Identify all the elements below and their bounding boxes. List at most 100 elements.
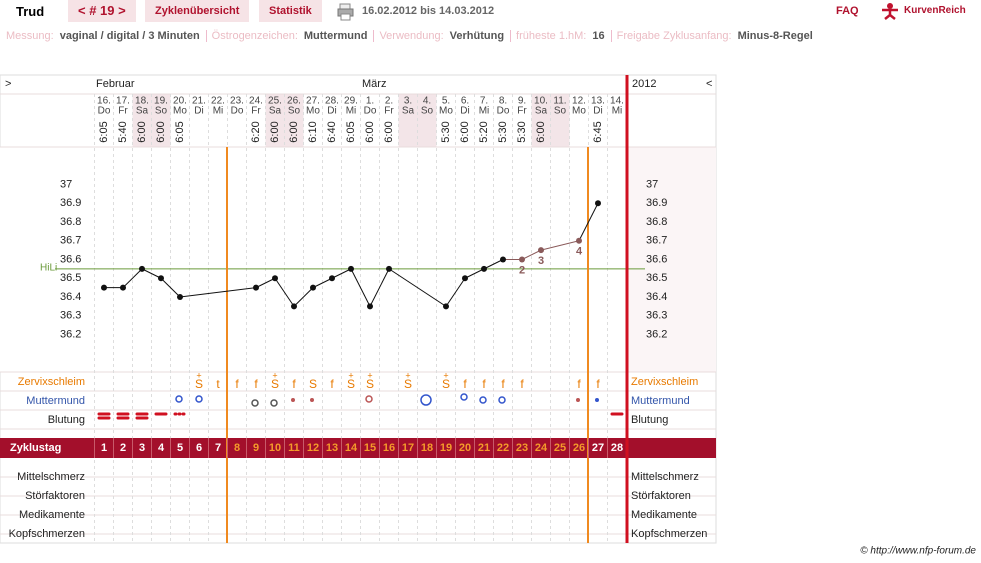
setting-label: Messung: — [6, 30, 54, 42]
day-number: 19. — [154, 96, 168, 107]
time: 6:40 — [326, 121, 338, 142]
setting-value: Verhütung — [449, 30, 505, 42]
y-tick-label: 37 — [60, 178, 72, 190]
weekend-shade — [132, 94, 152, 147]
cervix-mark: + — [272, 370, 277, 380]
weekday: Sa — [535, 106, 548, 117]
hili-label: HiLi — [40, 263, 57, 274]
time: 6:00 — [535, 121, 547, 142]
temp-point — [367, 303, 373, 310]
cycle-day: 13 — [326, 442, 338, 454]
cervix-sign: f — [463, 377, 467, 391]
cervix-sign: f — [577, 377, 581, 391]
setting: Östrogenzeichen: Muttermund — [205, 30, 374, 42]
brand-icon — [882, 3, 898, 20]
cycle-day: 20 — [459, 442, 471, 454]
y-tick-label-right: 36.3 — [646, 310, 667, 322]
y-tick-label-right: 36.2 — [646, 328, 667, 340]
faq-link[interactable]: FAQ — [836, 5, 859, 17]
cycle-day: 28 — [611, 442, 623, 454]
nav-next[interactable]: < — [706, 78, 712, 90]
cervix-sign: S — [195, 377, 203, 391]
cervix-sign: S — [366, 377, 374, 391]
day-number: 3. — [404, 96, 412, 107]
cervix-sign: S — [271, 377, 279, 391]
setting-label: Verwendung: — [373, 30, 444, 42]
tab[interactable]: Statistik — [259, 0, 322, 22]
cervix-mark: + — [405, 370, 410, 380]
weekday: Sa — [136, 106, 149, 117]
temp-point — [500, 256, 506, 263]
setting-label: früheste 1.hM: — [510, 30, 587, 42]
cycle-day: 17 — [402, 442, 414, 454]
weekday: Mi — [213, 106, 224, 117]
weekday: Fr — [118, 106, 128, 117]
temp-segment — [578, 203, 599, 241]
time: 6:05 — [174, 121, 186, 142]
cervix-sign: S — [442, 377, 450, 391]
day-number: 6. — [461, 96, 469, 107]
cycle-day-band — [0, 438, 716, 458]
cycle-day: 26 — [573, 442, 585, 454]
temp-point — [310, 284, 316, 291]
cervix-sign: f — [501, 377, 505, 391]
y-tick-label-right: 36.4 — [646, 291, 667, 303]
time: 6:10 — [307, 121, 319, 142]
temp-point — [177, 294, 183, 300]
brand[interactable]: KurvenReich — [904, 5, 966, 16]
temp-segment — [521, 249, 542, 260]
cervix-mark: + — [443, 370, 448, 380]
temp-point — [101, 284, 107, 291]
temp-point — [158, 275, 164, 282]
y-tick-label-right: 36.8 — [646, 216, 667, 228]
cycle-day: 1 — [101, 442, 107, 454]
weekend-shade — [284, 94, 304, 147]
time: 6:00 — [364, 121, 376, 142]
setting-label: Freigabe Zyklusanfang: — [610, 30, 732, 42]
row-label-right: Zervixschleim — [631, 376, 698, 388]
weekday: Di — [460, 106, 469, 117]
weekday: Mi — [479, 106, 490, 117]
day-number: 27. — [306, 96, 320, 107]
setting: Freigabe Zyklusanfang: Minus-8-Regel — [610, 30, 819, 42]
cervix-sign: f — [596, 377, 600, 391]
weekday: Mo — [173, 106, 187, 117]
weekday: Fr — [384, 106, 394, 117]
weekend-shade — [417, 94, 437, 147]
tab[interactable]: Zyklenübersicht — [145, 0, 250, 22]
cycle-day: 4 — [158, 442, 165, 454]
cervix-sign: S — [309, 377, 317, 391]
day-number: 4. — [423, 96, 431, 107]
cycle-day: 2 — [120, 442, 126, 454]
cervical-os-icons — [175, 393, 599, 407]
weekday: Mo — [439, 106, 453, 117]
user: Trud — [16, 4, 45, 19]
cervix-sign: f — [482, 377, 486, 391]
row-label: Mittelschmerz — [17, 471, 85, 483]
weekend-shade — [550, 94, 570, 147]
temp-point — [291, 303, 297, 310]
row-label-right: Blutung — [631, 414, 668, 426]
day-number: 7. — [480, 96, 488, 107]
row-label-right: Kopfschmerzen — [631, 528, 707, 540]
cycle-day: 16 — [383, 442, 395, 454]
weekday: So — [421, 106, 434, 117]
time: 6:00 — [155, 121, 167, 142]
time: 5:30 — [516, 121, 528, 142]
day-number: 13. — [591, 96, 605, 107]
temp-segment — [483, 259, 504, 270]
print-icon[interactable] — [337, 3, 355, 21]
day-number: 5. — [442, 96, 450, 107]
time: 6:00 — [459, 121, 471, 142]
point-label: 4 — [576, 246, 583, 258]
cycle-nav[interactable]: < # 19 > — [68, 0, 136, 22]
day-number: 18. — [135, 96, 149, 107]
temp-point — [462, 275, 468, 282]
y-tick-label: 36.2 — [60, 328, 81, 340]
settings: Messung: vaginal / digital / 3 Minuten Öst… — [6, 30, 819, 42]
point-label: 3 — [538, 255, 544, 267]
setting: Messung: vaginal / digital / 3 Minuten — [6, 30, 206, 42]
y-tick-label-right: 36.7 — [646, 235, 667, 247]
temp-segment — [445, 277, 466, 307]
